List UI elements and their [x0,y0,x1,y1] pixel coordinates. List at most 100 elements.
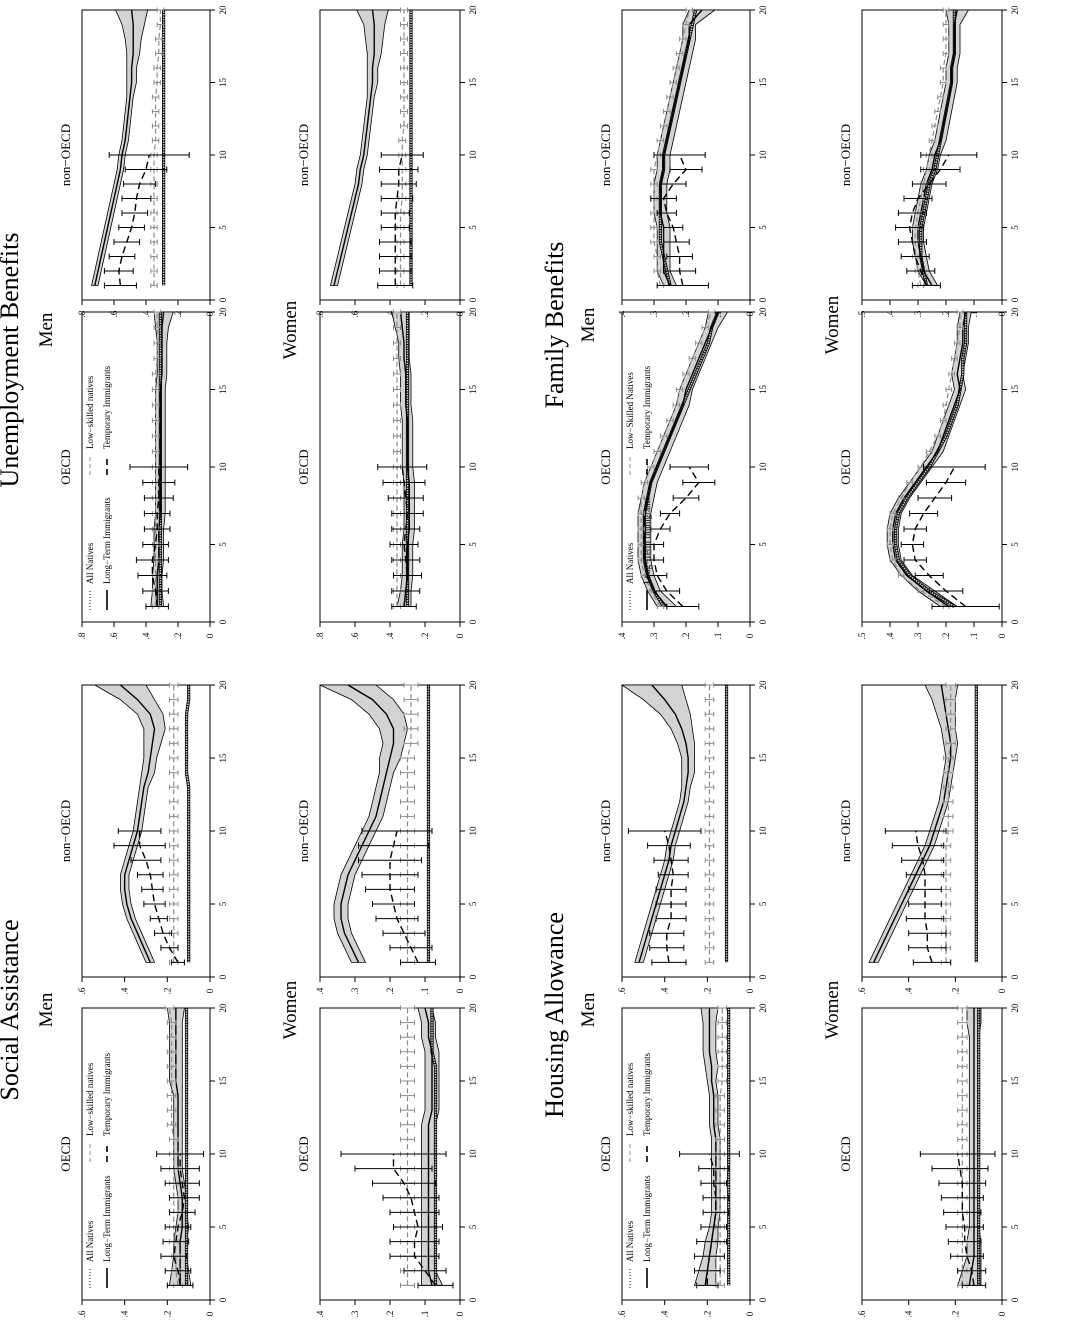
x-tick-label: 20 [1010,1003,1020,1013]
x-tick-label: 0 [1010,619,1020,624]
x-tick-label: 5 [758,901,768,906]
legend-label-low-skilled: Low−skilled natives [85,1062,95,1136]
y-tick-label: .6 [109,632,119,639]
panel-title: OECD [58,449,73,484]
y-tick-label: .1 [713,311,723,318]
x-tick-label: 15 [468,1076,478,1086]
x-tick-label: 5 [468,1224,478,1229]
y-tick-label: 0 [455,988,465,993]
y-tick-label: 0 [205,1311,215,1316]
low-skilled-line [914,10,947,286]
y-tick-label: .2 [385,988,395,995]
legend-label-all-natives: All Natives [625,542,635,584]
y-tick-label: .6 [77,987,87,994]
y-tick-label: .2 [950,988,960,995]
low-skilled-line [640,311,713,607]
temporary-line [151,467,160,607]
x-tick-label: 20 [758,5,768,15]
x-tick-label: 5 [218,901,228,906]
x-tick-label: 20 [758,307,768,317]
all-natives-line-inner [431,1008,437,1286]
y-tick-label: .2 [681,311,691,318]
low-skilled-line [653,9,690,286]
all-natives-line-inner [894,312,967,608]
x-tick-label: 20 [1010,5,1020,15]
x-tick-label: 10 [218,826,228,836]
x-tick-label: 5 [1010,225,1020,230]
y-tick-label: .4 [660,1310,670,1317]
legend-label-all-natives: All Natives [85,542,95,584]
x-tick-label: 5 [468,901,478,906]
y-tick-label: .3 [649,632,659,639]
men-label: Men [578,992,599,1027]
long-term-band [91,9,149,286]
long-term-band [886,311,972,607]
y-tick-label: 0 [745,633,755,638]
x-tick-label: 20 [1010,307,1020,317]
long-term-line [968,1008,975,1286]
x-tick-label: 5 [468,225,478,230]
legend: All Natives Long−Term Immigrants Low−Skill… [625,365,652,610]
y-tick-label: .4 [315,1310,325,1317]
temporary-line [706,1153,717,1286]
temporary-line [911,466,967,608]
y-tick-label: .4 [885,632,895,639]
x-tick-label: 0 [468,297,478,302]
long-term-line [156,311,165,607]
chart-panel: non−OECD 0 5 10 15 20 0 .2 .4 .6 [838,680,1020,994]
panel-title: OECD [598,1136,613,1171]
y-tick-label: .1 [713,633,723,640]
legend-label-low-skilled: Low−skilled natives [85,375,95,449]
y-tick-label: 0 [997,1311,1007,1316]
y-tick-label: .3 [913,310,923,317]
women-label: Women [822,295,843,354]
x-tick-label: 20 [218,1003,228,1013]
x-tick-label: 0 [218,1297,228,1302]
temporary-line [908,154,950,286]
y-tick-label: .6 [617,987,627,994]
temporary-line [118,154,150,286]
x-tick-label: 10 [1010,826,1020,836]
x-tick-label: 15 [218,1076,228,1086]
legend-label-low-skilled: Low−Skilled Natives [625,372,635,449]
panel-title: non−OECD [296,800,311,862]
y-tick-label: .2 [385,1311,395,1318]
y-tick-label: .4 [120,987,130,994]
panel-title: OECD [838,1136,853,1171]
long-term-line [873,684,952,963]
section-title-housing-allowance: Housing Allowance [540,912,569,1118]
x-tick-label: 10 [468,1149,478,1159]
y-tick-label: .6 [857,987,867,994]
low-skilled-line [889,312,961,608]
x-tick-label: 0 [218,297,228,302]
y-tick-label: .2 [420,633,430,640]
x-tick-label: 10 [758,826,768,836]
y-tick-label: .6 [77,1310,87,1317]
long-term-band [319,684,408,963]
men-label: Men [36,312,57,347]
legend: All Natives Long−Term Immigrants Low−skill… [85,365,112,610]
y-tick-label: 0 [997,633,1007,638]
x-tick-label: 10 [218,150,228,160]
panel-title: non−OECD [296,124,311,186]
y-tick-label: .4 [617,310,627,317]
panel-title: OECD [598,449,613,484]
y-tick-label: .6 [109,310,119,317]
y-tick-label: 0 [745,1311,755,1316]
men-label: Men [578,307,599,342]
panel-title: non−OECD [58,800,73,862]
long-term-line [399,311,410,607]
x-tick-label: 5 [218,225,228,230]
x-tick-label: 5 [758,225,768,230]
x-tick-label: 15 [468,78,478,88]
legend-label-long-term: Long−Term Immigrants [642,497,652,584]
temporary-line [653,466,700,608]
temporary-line [392,1154,437,1286]
x-tick-label: 15 [758,1076,768,1086]
